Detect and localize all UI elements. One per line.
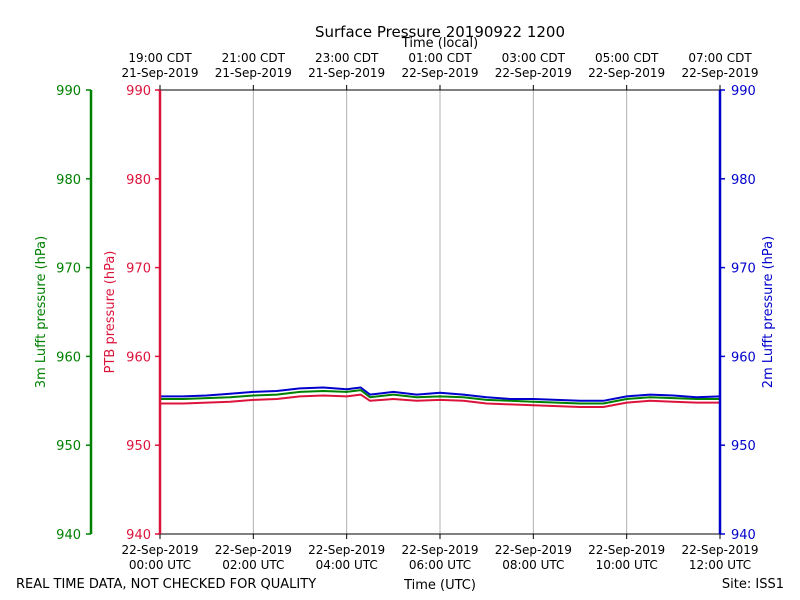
local-tick-date: 22-Sep-2019	[401, 66, 478, 80]
site-label: Site: ISS1	[722, 577, 784, 592]
series-line-2	[160, 386, 721, 402]
quality-disclaimer: REAL TIME DATA, NOT CHECKED FOR QUALITY	[16, 577, 316, 592]
local-tick-date: 21-Sep-2019	[308, 66, 385, 80]
ptb-tick-label: 990	[126, 84, 151, 99]
utc-tick-time: 12:00 UTC	[689, 558, 751, 572]
local-tick-time: 05:00 CDT	[595, 51, 659, 65]
lufft-2m-tick-label: 960	[731, 350, 756, 365]
lufft-3m-tick-label: 950	[56, 439, 81, 454]
utc-tick-date: 22-Sep-2019	[121, 543, 198, 557]
series-lines	[160, 386, 721, 408]
utc-tick-time: 04:00 UTC	[316, 558, 378, 572]
lufft-2m-tick-label: 970	[731, 262, 756, 277]
ptb-tick-label: 950	[126, 439, 151, 454]
utc-tick-date: 22-Sep-2019	[215, 543, 292, 557]
bottom-axis-label: Time (UTC)	[403, 578, 476, 593]
utc-tick-time: 08:00 UTC	[502, 558, 564, 572]
local-tick-date: 22-Sep-2019	[681, 66, 758, 80]
lufft-3m-tick-label: 960	[56, 350, 81, 365]
y-axis-label-lufft-3m: 3m Lufft pressure (hPa)	[34, 236, 49, 388]
series-line-1	[160, 389, 720, 405]
local-tick-time: 23:00 CDT	[315, 51, 379, 65]
utc-tick-time: 00:00 UTC	[129, 558, 191, 572]
lufft-3m-tick-label: 980	[56, 173, 81, 188]
ptb-tick-label: 940	[126, 528, 151, 543]
local-tick-time: 01:00 CDT	[408, 51, 472, 65]
ptb-tick-label: 960	[126, 350, 151, 365]
local-tick-date: 21-Sep-2019	[121, 66, 198, 80]
utc-tick-date: 22-Sep-2019	[588, 543, 665, 557]
local-tick-date: 22-Sep-2019	[588, 66, 665, 80]
lufft-2m-tick-label: 950	[731, 439, 756, 454]
utc-tick-date: 22-Sep-2019	[401, 543, 478, 557]
local-tick-date: 21-Sep-2019	[215, 66, 292, 80]
ptb-tick-label: 970	[126, 262, 151, 277]
lufft-2m-tick-label: 980	[731, 173, 756, 188]
utc-tick-time: 06:00 UTC	[409, 558, 471, 572]
top-axis-label: Time (local)	[401, 36, 478, 51]
axis-ticks: 940 950 960 970 980 990 940 950 960 970 980 990 940 9…	[56, 51, 758, 572]
local-tick-time: 03:00 CDT	[502, 51, 566, 65]
lufft-2m-tick-label: 990	[731, 84, 756, 99]
series-line-0	[160, 393, 720, 408]
lufft-2m-tick-label: 940	[731, 528, 756, 543]
utc-tick-time: 02:00 UTC	[222, 558, 284, 572]
utc-tick-date: 22-Sep-2019	[308, 543, 385, 557]
local-tick-date: 22-Sep-2019	[495, 66, 572, 80]
lufft-3m-tick-label: 940	[56, 528, 81, 543]
plot-frame	[89, 89, 722, 535]
local-tick-time: 21:00 CDT	[222, 51, 286, 65]
utc-tick-time: 10:00 UTC	[596, 558, 658, 572]
utc-tick-date: 22-Sep-2019	[681, 543, 758, 557]
y-axis-label-ptb: PTB pressure (hPa)	[103, 251, 118, 374]
lufft-3m-tick-label: 990	[56, 84, 81, 99]
local-tick-time: 07:00 CDT	[688, 51, 752, 65]
local-tick-time: 19:00 CDT	[128, 51, 192, 65]
y-axis-label-lufft-2m: 2m Lufft pressure (hPa)	[761, 236, 776, 388]
utc-tick-date: 22-Sep-2019	[495, 543, 572, 557]
lufft-3m-tick-label: 970	[56, 262, 81, 277]
ptb-tick-label: 980	[126, 173, 151, 188]
grid	[252, 90, 628, 534]
chart-title: Surface Pressure 20190922 1200	[315, 23, 565, 41]
